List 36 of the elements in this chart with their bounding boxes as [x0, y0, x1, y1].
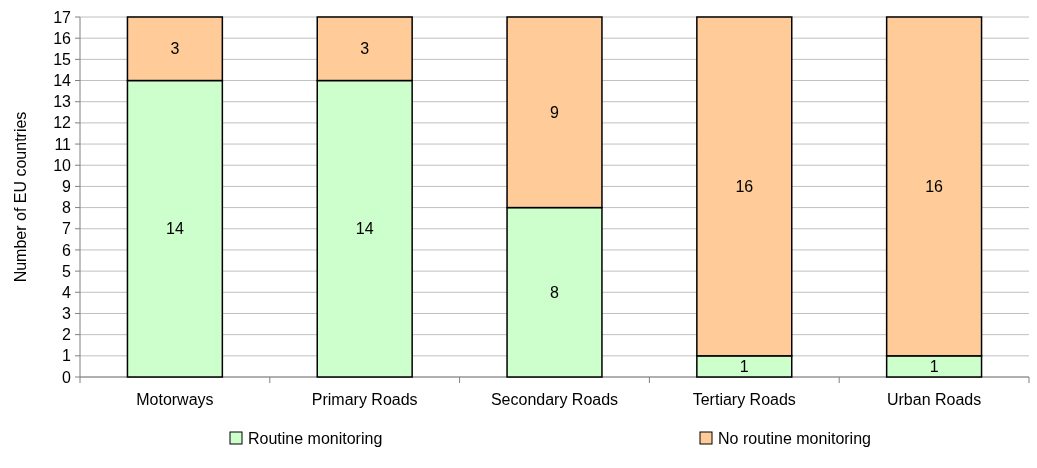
y-axis-title: Number of EU countries [12, 111, 29, 283]
y-tick-label: 3 [62, 305, 72, 323]
data-label: 16 [735, 178, 754, 196]
data-label: 9 [550, 103, 560, 121]
y-tick-label: 15 [53, 50, 72, 68]
x-tick-label: Secondary Roads [490, 391, 619, 408]
y-tick-label: 17 [53, 8, 72, 26]
x-tick-label: Urban Roads [886, 391, 982, 408]
y-tick-label: 9 [62, 178, 72, 196]
legend-label: No routine monitoring [718, 429, 871, 447]
y-tick-label: 6 [62, 241, 72, 259]
data-label: 3 [170, 40, 180, 58]
x-tick-label: Motorways [136, 391, 214, 408]
data-label: 1 [739, 358, 749, 376]
data-label: 14 [166, 220, 184, 238]
y-tick-label: 8 [62, 199, 72, 217]
y-tick-label: 5 [62, 262, 72, 280]
y-tick-label: 2 [62, 326, 72, 344]
y-tick-label: 10 [53, 156, 72, 174]
y-tick-label: 1 [62, 347, 72, 365]
y-tick-label: 7 [62, 220, 72, 238]
data-label: 8 [550, 283, 560, 301]
data-label: 1 [929, 358, 939, 376]
y-tick-label: 0 [62, 368, 72, 386]
y-tick-label: 11 [54, 135, 72, 153]
y-tick-label: 12 [53, 114, 72, 132]
data-label: 3 [360, 40, 370, 58]
x-tick-label: Primary Roads [311, 391, 418, 408]
x-tick-label: Tertiary Roads [692, 391, 796, 408]
legend-label: Routine monitoring [248, 429, 383, 447]
y-tick-label: 13 [53, 93, 72, 111]
data-label: 16 [925, 178, 944, 196]
y-tick-label: 16 [53, 29, 72, 47]
data-label: 14 [355, 220, 374, 238]
y-tick-label: 4 [62, 283, 72, 301]
y-tick-label: 14 [53, 72, 72, 90]
